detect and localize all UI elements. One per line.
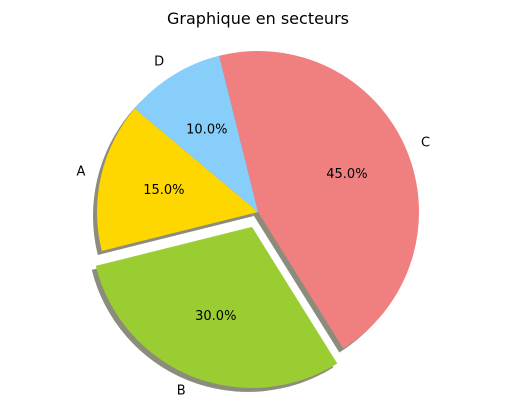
pie-slice-c	[219, 50, 420, 349]
category-label-a: A	[77, 165, 86, 180]
category-label-d: D	[154, 54, 164, 69]
percent-label-a: 15.0%	[143, 183, 184, 198]
pie-slice-a	[97, 108, 259, 251]
pie-slices	[95, 50, 420, 388]
category-label-b: B	[177, 384, 186, 399]
percent-label-b: 30.0%	[195, 309, 236, 324]
pie-labels: A 15.0% B 30.0% C 45.0% D 10.0%	[77, 54, 431, 398]
percent-label-d: 10.0%	[186, 123, 227, 138]
percent-label-c: 45.0%	[326, 167, 367, 182]
category-label-c: C	[421, 135, 430, 150]
pie-slice-b	[95, 226, 338, 388]
pie-slice-d	[134, 55, 258, 213]
chart-title: Graphique en secteurs	[167, 9, 349, 28]
